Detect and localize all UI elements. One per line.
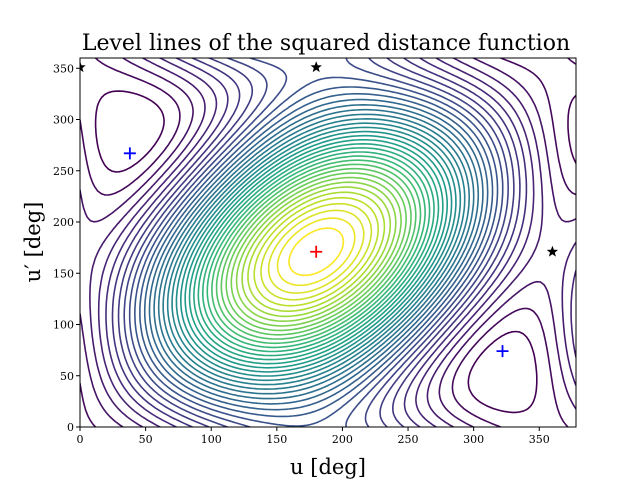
contour-level	[193, 143, 440, 361]
contour-level	[260, 202, 373, 301]
contour-lines	[80, 58, 576, 427]
contour-level	[139, 86, 494, 418]
minimum-plus-marker	[310, 245, 323, 258]
x-tick-label: 300	[463, 433, 484, 446]
contour-level	[197, 147, 435, 357]
y-tick-label: 250	[53, 165, 74, 178]
contour-level	[267, 209, 365, 294]
y-axis-ticks: 0 50 100 150 200 250 300 350	[53, 62, 80, 434]
maximum-star-marker	[310, 61, 322, 73]
saddle-plus-marker	[123, 147, 136, 160]
contour-level	[184, 134, 448, 369]
contour-level	[162, 113, 470, 390]
y-tick-label: 0	[67, 421, 74, 434]
contour-level	[166, 118, 466, 386]
maximum-star-marker	[80, 61, 86, 73]
x-axis-ticks: 0 50 100 150 200 250 300 350	[77, 427, 550, 446]
contour-level	[253, 196, 379, 307]
contour-level	[171, 122, 462, 382]
contour-level	[215, 163, 417, 340]
contour-level	[97, 58, 576, 427]
chart-title: Level lines of the squared distance func…	[82, 31, 570, 56]
saddle-plus-marker	[496, 345, 509, 358]
x-tick-label: 250	[398, 433, 419, 446]
y-tick-label: 150	[53, 267, 74, 280]
y-tick-label: 100	[53, 319, 74, 332]
contour-level	[148, 98, 484, 405]
plot-frame	[79, 57, 577, 428]
contour-level	[94, 90, 576, 414]
contour-level	[80, 58, 576, 427]
contour-level	[111, 58, 521, 427]
y-axis-label: u′ [deg]	[21, 202, 45, 283]
contour-level	[230, 176, 402, 327]
contour-level	[117, 58, 515, 427]
contour-level	[105, 58, 528, 427]
x-axis-label: u [deg]	[290, 455, 366, 479]
markers	[80, 61, 559, 358]
contour-level	[80, 58, 576, 427]
contour-level	[206, 155, 426, 349]
x-tick-label: 200	[332, 433, 353, 446]
contour-level	[153, 104, 480, 400]
contour-level	[211, 159, 422, 345]
maximum-star-marker	[546, 245, 559, 257]
contour-level	[235, 181, 397, 322]
y-tick-label: 350	[53, 62, 74, 75]
y-tick-label: 50	[60, 370, 74, 383]
contour-level	[123, 58, 509, 427]
y-tick-label: 300	[53, 114, 74, 127]
contour-level	[134, 76, 499, 427]
contour-level	[225, 172, 407, 332]
x-tick-label: 350	[529, 433, 550, 446]
x-tick-label: 150	[266, 433, 287, 446]
contour-level	[247, 191, 386, 312]
contour-level	[128, 58, 504, 427]
contour-level	[241, 186, 392, 318]
contour-level	[288, 227, 345, 277]
contour-level	[220, 167, 412, 336]
contour-level	[188, 139, 444, 365]
contour-level	[276, 217, 356, 287]
x-tick-label: 50	[139, 433, 153, 446]
contour-level	[180, 130, 453, 373]
contour-level	[202, 151, 431, 353]
contour-level	[157, 108, 475, 395]
contour-level	[89, 58, 576, 427]
x-tick-label: 100	[201, 433, 222, 446]
x-tick-label: 0	[77, 433, 84, 446]
contour-level	[175, 126, 457, 377]
contour-level	[143, 93, 489, 411]
y-tick-label: 200	[53, 216, 74, 229]
